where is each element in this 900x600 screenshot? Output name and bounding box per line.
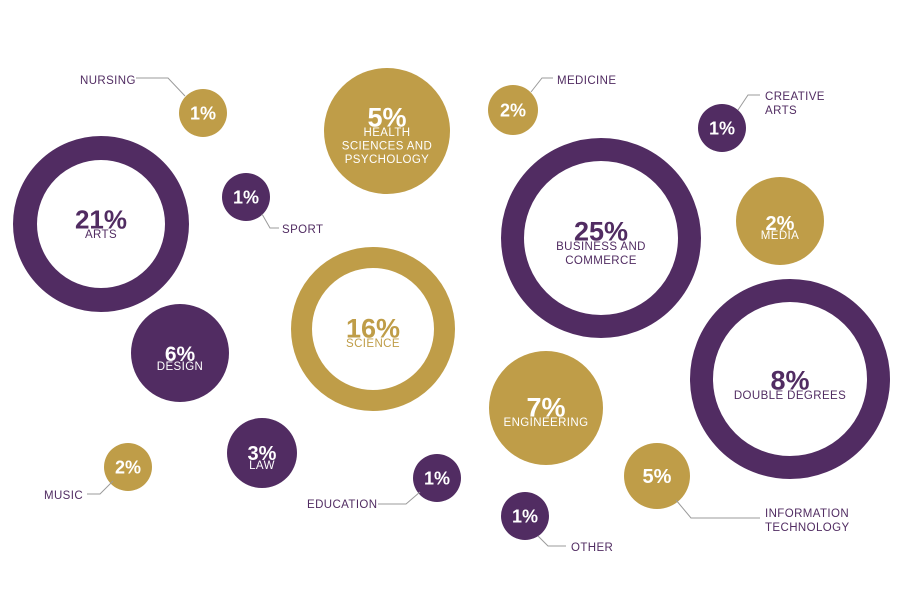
bubble-disc-design [131, 304, 229, 402]
bubble-engineering: 7%ENGINEERING [489, 351, 603, 465]
bubble-label-creative: ARTS [765, 105, 797, 117]
bubble-value-health: 5% [367, 103, 406, 133]
bubble-double: 8%DOUBLE DEGREES [690, 279, 890, 479]
bubble-disc-law [227, 418, 297, 488]
bubble-label-music: MUSIC [44, 490, 83, 502]
leader-line-music [87, 480, 114, 495]
bubble-label-it: TECHNOLOGY [765, 522, 850, 534]
bubble-nursing: 1% NURSING [80, 75, 227, 137]
bubble-value-education: 1% [424, 468, 450, 488]
bubble-label-design: DESIGN [157, 361, 204, 373]
bubble-label-law: LAW [249, 460, 275, 472]
bubble-media: 2%MEDIA [736, 177, 824, 265]
bubble-value-engineering: 7% [526, 393, 565, 423]
bubble-disc-nursing [179, 89, 227, 137]
bubble-value-double: 8% [770, 366, 809, 396]
bubble-value-nursing: 1% [190, 103, 216, 123]
bubble-label-creative: CREATIVE [765, 91, 825, 103]
bubble-disc-medicine [488, 85, 538, 135]
bubble-business: 25%BUSINESS AND COMMERCE [501, 138, 701, 338]
bubble-value-design: 6% [165, 343, 196, 366]
bubble-other: 1% OTHER [501, 492, 613, 554]
bubble-label-business: BUSINESS AND [556, 241, 646, 253]
bubble-label-arts: ARTS [85, 229, 117, 241]
bubble-disc-creative [698, 104, 746, 152]
bubble-value-science: 16% [346, 314, 400, 344]
leader-line-medicine [530, 77, 553, 93]
bubble-value-business: 25% [574, 217, 628, 247]
bubble-ring-science [291, 247, 455, 411]
leader-line-sport [261, 213, 279, 229]
bubble-disc-music [104, 443, 152, 491]
bubble-value-music: 2% [115, 457, 141, 477]
bubble-creative: 1% CREATIVE ARTS [698, 91, 825, 152]
bubble-sport: 1% SPORT [222, 173, 323, 236]
bubble-education: 1% EDUCATION [307, 454, 461, 511]
bubble-value-it: 5% [643, 466, 672, 488]
leader-line-other [537, 535, 566, 547]
leader-line-it [675, 499, 760, 519]
bubble-label-medicine: MEDICINE [557, 75, 616, 87]
bubble-label-nursing: NURSING [80, 75, 136, 87]
bubble-value-sport: 1% [233, 187, 259, 207]
bubble-label-double: DOUBLE DEGREES [734, 390, 846, 402]
bubble-label-health: SCIENCES AND [342, 141, 432, 153]
bubble-label-science: SCIENCE [346, 338, 400, 350]
bubble-value-media: 2% [766, 213, 795, 235]
bubble-disc-other [501, 492, 549, 540]
bubble-label-health: PSYCHOLOGY [345, 154, 430, 166]
bubble-label-business: COMMERCE [565, 255, 637, 267]
bubble-label-it: INFORMATION [765, 508, 849, 520]
bubble-disc-it [624, 443, 690, 509]
bubble-design: 6%DESIGN [131, 304, 229, 402]
bubble-value-other: 1% [512, 506, 538, 526]
bubble-disc-health [324, 68, 450, 194]
leader-line-creative [737, 94, 760, 111]
leader-line-nursing [136, 77, 186, 97]
bubble-arts: 21%ARTS [13, 136, 189, 312]
bubble-value-arts: 21% [75, 205, 127, 235]
bubble-ring-double [690, 279, 890, 479]
bubble-value-law: 3% [248, 443, 277, 465]
bubble-label-other: OTHER [571, 542, 613, 554]
bubble-label-engineering: ENGINEERING [504, 417, 589, 429]
bubble-disc-sport [222, 173, 270, 221]
bubble-value-creative: 1% [709, 118, 735, 138]
bubble-science: 16%SCIENCE [291, 247, 455, 411]
bubble-law: 3%LAW [227, 418, 297, 488]
bubble-ring-arts [13, 136, 189, 312]
leader-line-education [378, 491, 421, 505]
bubble-value-medicine: 2% [500, 100, 526, 120]
bubble-medicine: 2% MEDICINE [488, 75, 616, 135]
bubble-disc-education [413, 454, 461, 502]
bubble-label-health: HEALTH [364, 127, 411, 139]
bubble-label-media: MEDIA [761, 230, 799, 242]
bubble-disc-media [736, 177, 824, 265]
bubble-label-education: EDUCATION [307, 499, 377, 511]
bubble-music: 2% MUSIC [44, 443, 152, 502]
bubble-disc-engineering [489, 351, 603, 465]
bubble-it: 5% INFORMATION TECHNOLOGY [624, 443, 850, 534]
bubble-label-sport: SPORT [282, 224, 323, 236]
bubble-ring-business [501, 138, 701, 338]
